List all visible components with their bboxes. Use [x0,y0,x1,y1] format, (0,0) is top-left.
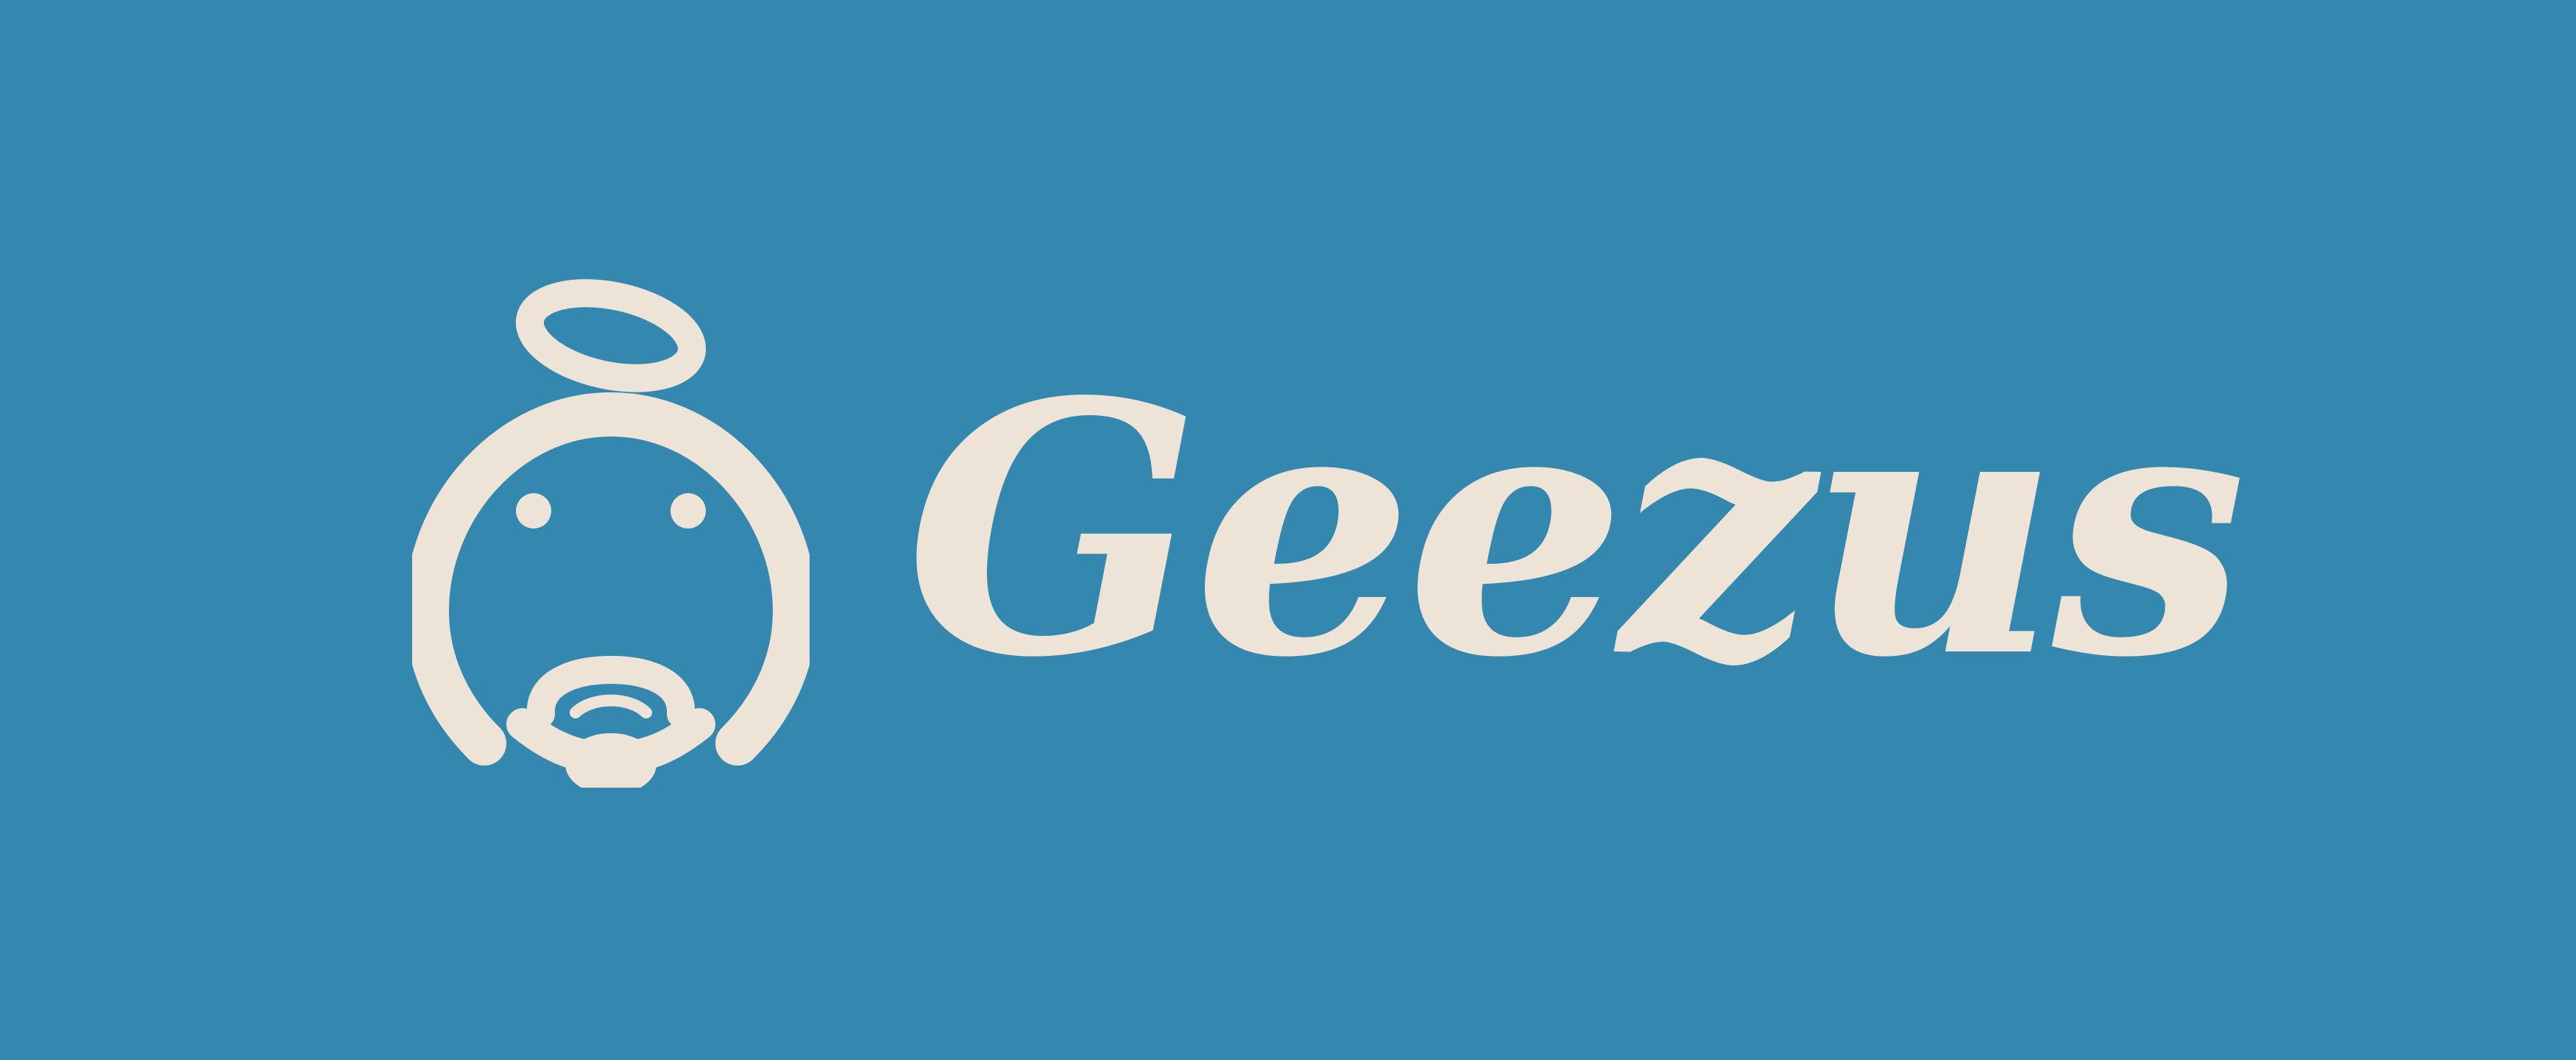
brand-wordmark: Geezus [905,327,2247,733]
mouth-shape [570,694,652,718]
halo-shape [515,279,707,392]
angel-face-icon [412,272,810,788]
eye-right-shape [670,493,706,529]
cheek-left-shape [468,728,500,760]
head-ring-shape [412,392,810,766]
eye-left-shape [516,493,551,529]
chin-shape [565,733,657,788]
cheek-right-shape [721,728,754,760]
mustache-shape [526,656,696,728]
